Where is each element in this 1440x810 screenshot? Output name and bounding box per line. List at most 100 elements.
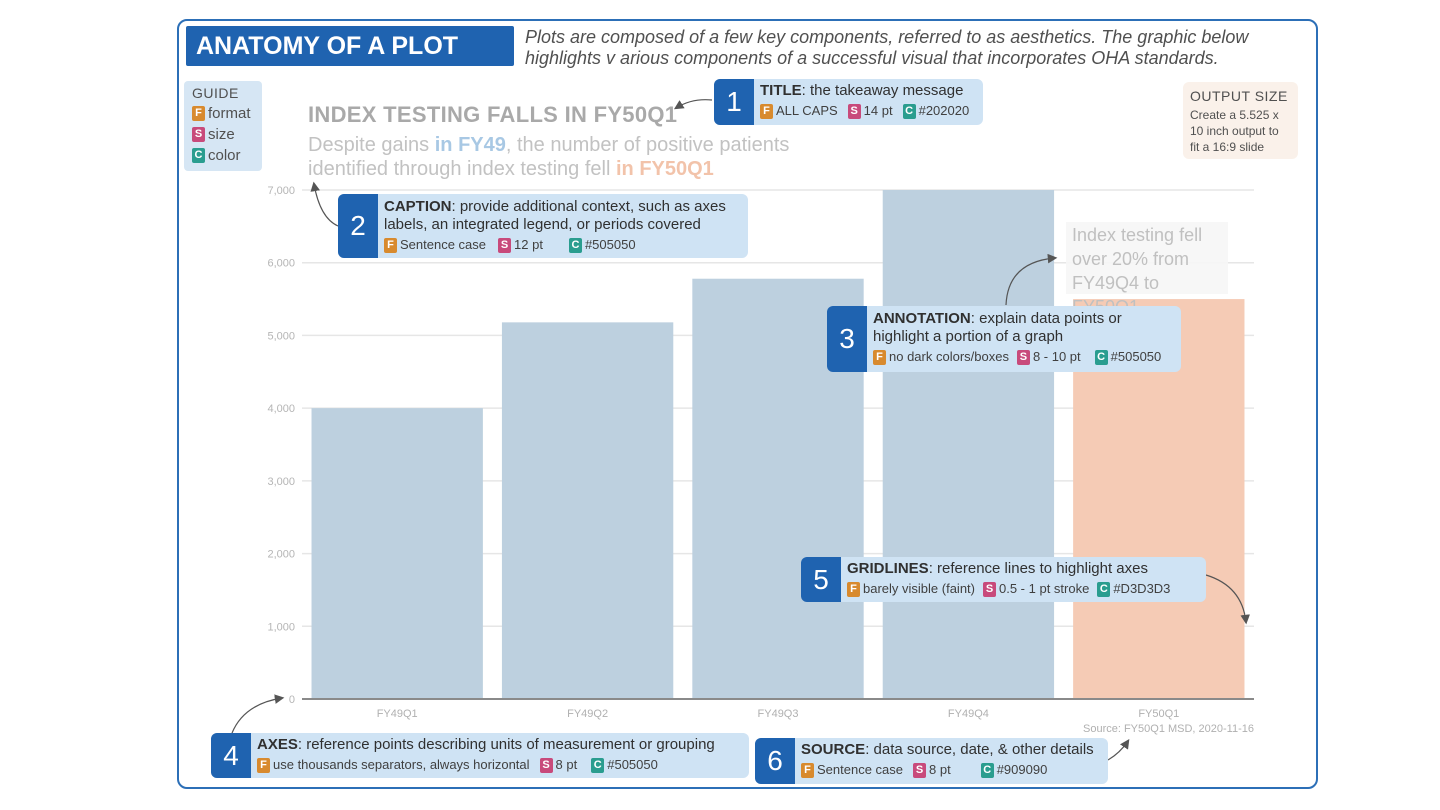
size-badge: S — [913, 762, 927, 778]
x-tick-label: FY50Q1 — [1138, 708, 1179, 720]
callout-specs: F Sentence case S 12 pt C #505050 — [384, 236, 742, 254]
bar-fy49q2 — [501, 322, 674, 699]
header-title: ANATOMY OF A PLOT — [186, 26, 514, 66]
spec-format: no dark colors/boxes — [889, 349, 1009, 364]
y-tick-label: 2,000 — [267, 549, 295, 561]
output-size-text: Create a 5.525 x 10 inch output to fit a… — [1190, 108, 1279, 154]
callout-number: 4 — [211, 733, 251, 778]
callout-title: 1 TITLE: the takeaway message F ALL CAPS … — [714, 79, 983, 125]
color-badge: C — [192, 148, 205, 163]
spec-size: 0.5 - 1 pt stroke — [999, 581, 1090, 596]
spec-size: 8 - 10 pt — [1032, 349, 1081, 364]
plot-subtitle: Despite gains in FY49, the number of pos… — [308, 133, 868, 181]
callout-name: ANNOTATION — [873, 310, 971, 327]
callout-heading: AXES: reference points describing units … — [257, 736, 743, 754]
guide-label: color — [208, 147, 241, 164]
callout-text: : data source, date, & other details — [865, 741, 1094, 758]
y-tick-label: 5,000 — [267, 330, 295, 342]
callout-annotation: 3 ANNOTATION: explain data points or hig… — [827, 306, 1181, 372]
color-badge: C — [1097, 581, 1111, 597]
callout-name: SOURCE — [801, 741, 866, 758]
size-badge: S — [847, 103, 861, 119]
guide-label: size — [208, 126, 235, 143]
callout-body: ANNOTATION: explain data points or highl… — [873, 310, 1175, 366]
spec-format: Sentence case — [817, 762, 904, 777]
y-tick-label: 6,000 — [267, 258, 295, 270]
guide-title: GUIDE — [192, 85, 239, 101]
color-badge: C — [1094, 349, 1108, 365]
callout-body: AXES: reference points describing units … — [257, 736, 743, 774]
callout-number: 6 — [755, 738, 795, 784]
spec-color: #505050 — [584, 237, 636, 252]
callout-gridlines: 5 GRIDLINES: reference lines to highligh… — [801, 557, 1206, 602]
spec-size: 14 pt — [863, 103, 893, 118]
callout-heading: TITLE: the takeaway message — [760, 82, 977, 100]
color-badge: C — [568, 237, 582, 253]
callout-name: AXES — [257, 736, 298, 753]
guide-item-size: S size — [192, 124, 254, 145]
x-tick-label: FY49Q3 — [758, 708, 799, 720]
spec-color: #D3D3D3 — [1113, 581, 1171, 596]
source-arrow — [1107, 739, 1130, 761]
callout-number: 2 — [338, 194, 378, 258]
y-tick-label: 3,000 — [267, 476, 295, 488]
spec-format: Sentence case — [400, 237, 487, 252]
spec-color: #909090 — [996, 762, 1048, 777]
spec-color: #505050 — [1110, 349, 1162, 364]
subtitle-text: , the number of positive patients identi… — [308, 134, 790, 180]
x-tick-label: FY49Q4 — [948, 708, 989, 720]
y-tick-label: 7,000 — [267, 185, 295, 197]
bar-fy49q1 — [311, 408, 483, 699]
callout-heading: ANNOTATION: explain data points or highl… — [873, 310, 1175, 346]
callout-number: 3 — [827, 306, 867, 372]
size-badge: S — [983, 581, 996, 597]
bar-fy49q4 — [882, 190, 1055, 699]
caption-arrow — [310, 181, 339, 227]
callout-text: : provide additional context, such as ax… — [384, 198, 726, 233]
callout-text: : reference lines to highlight axes — [928, 560, 1148, 577]
guide-label: format — [208, 105, 251, 122]
size-badge: S — [192, 127, 205, 142]
size-badge: S — [498, 237, 512, 253]
format-badge: F — [847, 581, 860, 597]
callout-heading: CAPTION: provide additional context, suc… — [384, 198, 742, 234]
header-description: Plots are composed of a few key componen… — [525, 27, 1249, 68]
callout-body: SOURCE: data source, date, & other detai… — [801, 741, 1102, 779]
gridlines-arrow — [1205, 574, 1250, 625]
size-badge: S — [1016, 349, 1030, 365]
callout-caption: 2 CAPTION: provide additional context, s… — [338, 194, 748, 258]
spec-color: #202020 — [918, 103, 970, 118]
output-size-box: OUTPUT SIZE Create a 5.525 x 10 inch out… — [1183, 82, 1298, 159]
chart-annotation: Index testing fell over 20% from FY49Q4 … — [1066, 222, 1228, 317]
guide-item-format: F format — [192, 103, 254, 124]
format-badge: F — [384, 237, 397, 253]
callout-heading: SOURCE: data source, date, & other detai… — [801, 741, 1102, 759]
color-badge: C — [902, 103, 916, 119]
callout-number: 5 — [801, 557, 841, 602]
callout-body: GRIDLINES: reference lines to highlight … — [847, 560, 1200, 598]
size-badge: S — [539, 757, 553, 773]
source-note: Source: FY50Q1 MSD, 2020-11-16 — [1083, 723, 1254, 735]
subtitle-highlight-fy49: in FY49 — [434, 134, 506, 156]
format-badge: F — [873, 349, 886, 365]
callout-name: TITLE — [760, 82, 802, 99]
callout-specs: F ALL CAPS S 14 pt C #202020 — [760, 102, 977, 120]
x-tick-label: FY49Q2 — [567, 708, 608, 720]
callout-axes: 4 AXES: reference points describing unit… — [211, 733, 749, 778]
spec-format: use thousands separators, always horizon… — [273, 757, 530, 772]
format-badge: F — [760, 103, 773, 119]
callout-name: GRIDLINES — [847, 560, 929, 577]
guide-box: GUIDE F format S size C color — [184, 81, 262, 171]
callout-text: : reference points describing units of m… — [297, 736, 715, 753]
color-badge: C — [980, 762, 994, 778]
axes-arrow — [231, 694, 285, 734]
format-badge: F — [192, 106, 205, 121]
y-tick-label: 1,000 — [267, 621, 295, 633]
spec-size: 8 pt — [929, 762, 951, 777]
spec-size: 12 pt — [514, 237, 543, 252]
x-tick-label: FY49Q1 — [377, 708, 418, 720]
